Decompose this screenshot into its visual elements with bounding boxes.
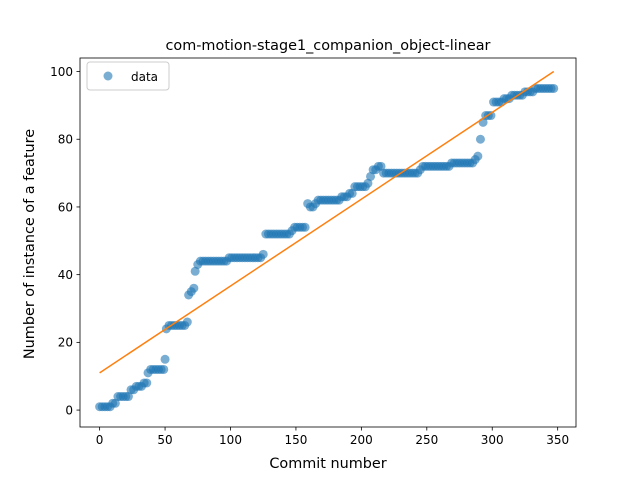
data-point (347, 188, 357, 198)
data-point (110, 398, 120, 408)
data-point (189, 283, 199, 293)
data-point (366, 171, 376, 181)
data-point (549, 83, 559, 93)
data-point (182, 317, 192, 327)
plot-area (95, 70, 559, 412)
x-tick-label: 150 (284, 433, 307, 447)
data-point (363, 178, 373, 188)
y-tick-label: 60 (58, 200, 73, 214)
legend: data (86, 61, 170, 91)
data-point (475, 134, 485, 144)
data-point (142, 378, 152, 388)
x-tick-label: 300 (481, 433, 504, 447)
legend-marker-data (103, 71, 113, 81)
chart-title: com-motion-stage1_companion_object-linea… (166, 38, 491, 54)
x-tick-label: 100 (219, 433, 242, 447)
y-tick-label: 80 (58, 133, 73, 147)
x-tick-label: 350 (546, 433, 569, 447)
data-point (123, 392, 133, 402)
x-tick-label: 200 (350, 433, 373, 447)
legend-box (86, 61, 170, 91)
x-tick-label: 0 (96, 433, 104, 447)
data-point (160, 354, 170, 364)
data-point (473, 151, 483, 161)
x-tick-label: 250 (415, 433, 438, 447)
data-point (376, 161, 386, 171)
x-tick-label: 50 (157, 433, 172, 447)
axes: 0 50 100 150 200 250 300 350 0 20 40 60 80 100 (50, 57, 577, 447)
data-point (159, 364, 169, 374)
legend-label-data: data (131, 70, 158, 84)
axes-frame (79, 57, 577, 428)
data-point (258, 249, 268, 259)
y-tick-label: 40 (58, 268, 73, 282)
y-tick-label: 100 (50, 65, 73, 79)
linear-fit-line (99, 70, 555, 374)
data-point (300, 222, 310, 232)
y-axis-label: Number of instance of a feature (22, 129, 38, 359)
x-axis-label: Commit number (269, 456, 386, 472)
data-point (190, 266, 200, 276)
y-tick-label: 20 (58, 336, 73, 350)
data-point (486, 111, 496, 121)
y-tick-label: 0 (65, 403, 73, 417)
